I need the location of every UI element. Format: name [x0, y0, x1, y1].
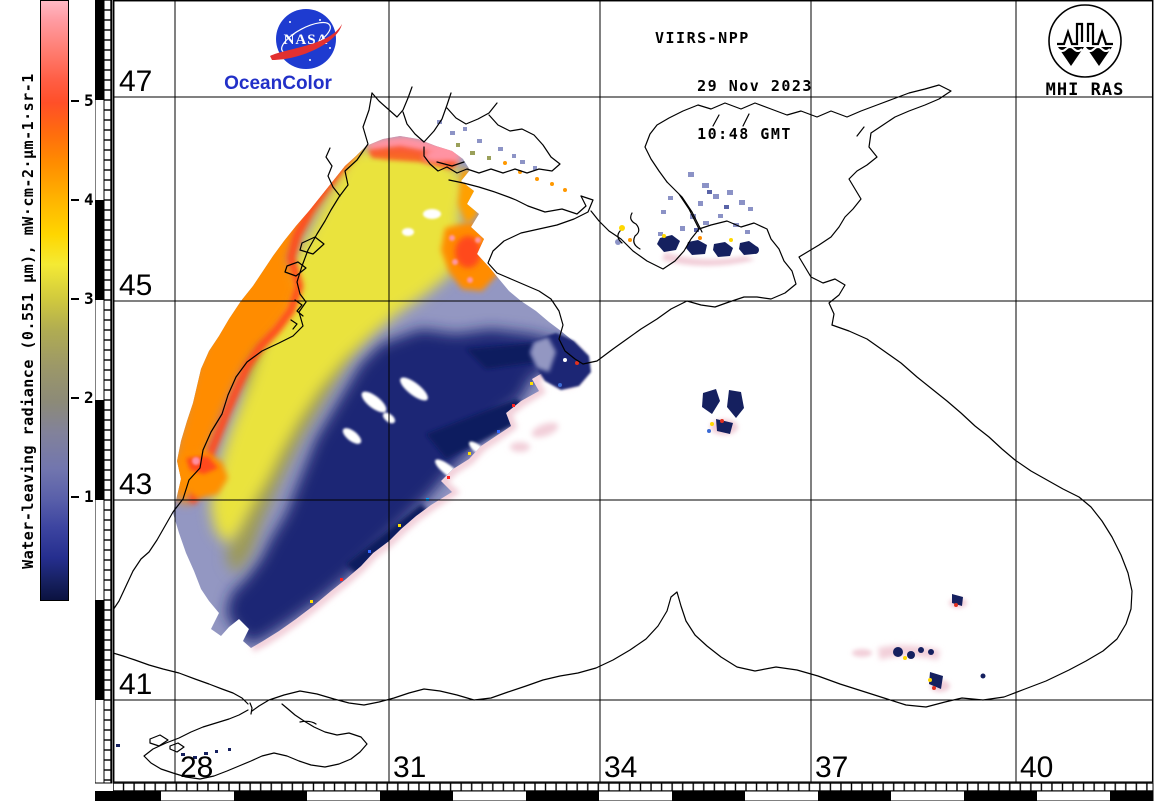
lat-label-41: 41 — [119, 668, 152, 701]
colorbar-tick-label: 4 — [84, 190, 94, 209]
swath-pink-fringe — [249, 351, 581, 653]
lat-label-45: 45 — [119, 269, 152, 302]
colorbar-tick-label: 3 — [84, 289, 94, 308]
scene-date: 29 Nov 2023 — [697, 77, 813, 95]
colorbar-tick-label: 5 — [84, 91, 94, 110]
colorbar-tick — [71, 397, 79, 399]
nasa-logo: NASA — [270, 9, 342, 69]
colorbar-tick-label: 2 — [84, 388, 94, 407]
graticule — [113, 0, 1153, 783]
mhi-ras-label: MHI RAS — [1045, 80, 1125, 100]
lat-label-47: 47 — [119, 65, 152, 98]
bottom-map-ruler — [113, 783, 1154, 801]
colorbar-tick — [71, 298, 79, 300]
colorbar-tick — [71, 496, 79, 498]
graticule-labels: 47 45 43 41 28 31 34 37 40 — [119, 65, 1053, 783]
scene-time: 10:48 GMT — [697, 125, 792, 143]
lon-label-28: 28 — [180, 751, 213, 783]
nasa-swoosh — [270, 24, 342, 60]
colorbar-tick-label: 1 — [84, 487, 94, 506]
azov-specks — [615, 172, 759, 266]
colorbar-tick — [71, 100, 79, 102]
central-spots — [702, 389, 744, 435]
marmara-specks — [116, 744, 231, 759]
lon-label-37: 37 — [815, 751, 848, 783]
black-sea-map: 47 45 43 41 28 31 34 37 40 — [113, 0, 1154, 783]
lon-label-31: 31 — [393, 751, 426, 783]
colorbar — [40, 0, 69, 601]
mhi-emblem-waves — [1057, 46, 1112, 66]
kalamita-data-blob — [529, 333, 591, 390]
mhi-emblem-waveform — [1057, 22, 1113, 46]
lat-label-43: 43 — [119, 468, 152, 501]
mhi-logo-circle — [1048, 4, 1122, 78]
map-frame — [113, 0, 1154, 783]
southeast-spots — [852, 594, 986, 692]
oceancolor-label: OceanColor — [224, 73, 332, 94]
colorbar-axis-label: Water-leaving radiance (0.551 μm), mW·cm… — [19, 73, 37, 569]
lon-label-34: 34 — [604, 751, 637, 783]
mhi-ras-logo — [1048, 4, 1122, 78]
colorbar-tick — [71, 199, 79, 201]
coastlines — [113, 84, 1133, 780]
left-map-ruler — [95, 0, 114, 801]
satellite-name: VIIRS-NPP — [655, 29, 750, 47]
scene-info: VIIRS-NPP 29 Nov 2023 10:48 GMT — [655, 26, 813, 146]
lon-label-40: 40 — [1020, 751, 1053, 783]
